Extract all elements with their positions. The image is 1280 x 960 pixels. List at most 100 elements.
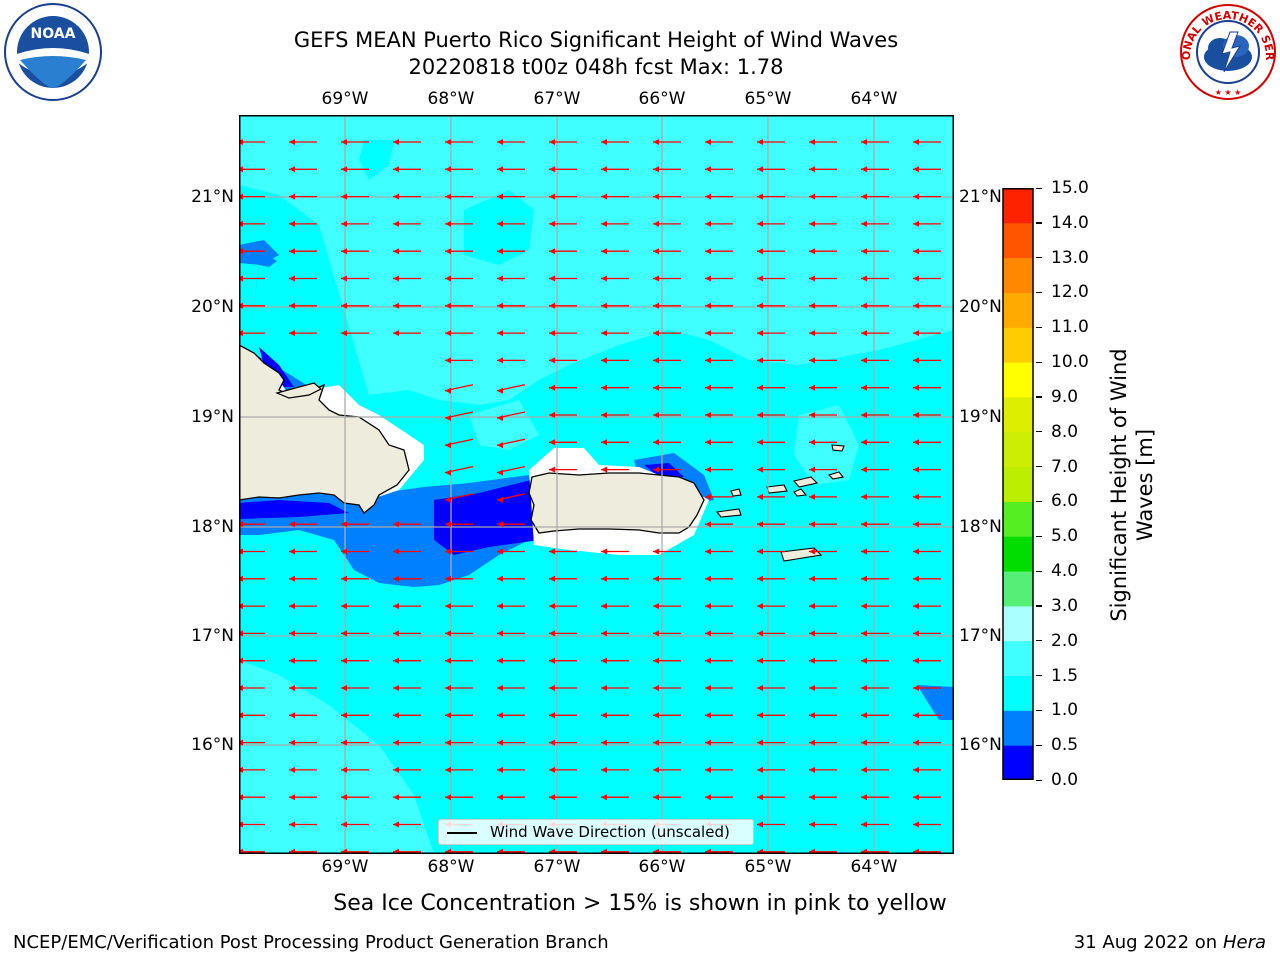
- nws-logo: NATIONAL WEATHER SERVICE ★ ★ ★: [1178, 2, 1276, 100]
- wave-direction-arrowhead: [393, 739, 399, 746]
- wave-direction-arrowhead: [601, 548, 607, 555]
- wave-direction-arrowhead: [705, 330, 711, 337]
- wave-direction-arrowhead: [393, 685, 399, 691]
- wave-direction-arrowhead: [497, 630, 503, 637]
- wave-direction-arrowhead: [445, 442, 451, 449]
- wave-direction-arrowhead: [757, 275, 763, 282]
- lat-label-right: 21°N: [959, 187, 1002, 207]
- lat-label-left: 17°N: [191, 626, 234, 646]
- wave-direction-arrowhead: [913, 193, 919, 200]
- wave-direction-arrowhead: [289, 275, 295, 282]
- wave-direction-arrowhead: [757, 302, 763, 309]
- wave-direction-arrowhead: [601, 412, 607, 418]
- wave-direction-arrowhead: [445, 220, 451, 227]
- wave-direction-arrowhead: [445, 469, 451, 476]
- wave-direction-arrowhead: [601, 739, 607, 746]
- colorbar-band: [1003, 536, 1033, 572]
- wave-direction-arrowhead: [757, 630, 763, 637]
- wave-direction-arrowhead: [913, 357, 919, 364]
- colorbar-band: [1003, 257, 1033, 293]
- wave-direction-arrowhead: [705, 630, 711, 637]
- wave-direction-arrowhead: [757, 766, 763, 773]
- wave-direction-arrowhead: [705, 193, 711, 200]
- colorbar-band: [1003, 675, 1033, 711]
- wave-direction-arrowhead: [393, 657, 399, 664]
- colorbar-tick-mark: [1036, 326, 1042, 328]
- wave-direction-arrowhead: [289, 739, 295, 746]
- wave-direction-arrowhead: [497, 496, 503, 503]
- wave-direction-arrowhead: [445, 739, 451, 746]
- wave-direction-arrowhead: [861, 439, 867, 446]
- wave-direction-arrowhead: [601, 439, 607, 446]
- wave-direction-arrowhead: [861, 193, 867, 200]
- wave-direction-arrowhead: [445, 548, 451, 555]
- wave-direction-arrowhead: [445, 712, 451, 719]
- wave-direction-arrowhead: [341, 548, 347, 555]
- wave-direction-arrowhead: [757, 330, 763, 337]
- wave-direction-arrowhead: [705, 685, 711, 691]
- wave-direction-arrowhead: [289, 821, 295, 828]
- wave-direction-arrowhead: [445, 415, 451, 421]
- wave-direction-arrowhead: [445, 766, 451, 773]
- wave-direction-arrowhead: [809, 575, 815, 582]
- colorbar-band: [1003, 188, 1033, 224]
- colorbar-tick-mark: [1036, 396, 1042, 398]
- wave-direction-arrowhead: [497, 166, 503, 173]
- wave-direction-arrowhead: [913, 412, 919, 418]
- lon-label-bottom: 69°W: [321, 857, 369, 877]
- wave-direction-arrowhead: [289, 794, 295, 801]
- wave-direction-arrowhead: [861, 794, 867, 801]
- wave-direction-arrowhead: [445, 575, 451, 582]
- wave-direction-arrowhead: [653, 766, 659, 773]
- wave-direction-arrowhead: [809, 739, 815, 746]
- wave-direction-arrowhead: [393, 220, 399, 227]
- wave-direction-arrowhead: [653, 466, 659, 473]
- wave-direction-arrowhead: [549, 712, 555, 719]
- wave-direction-arrowhead: [757, 466, 763, 473]
- wave-direction-arrowhead: [497, 415, 503, 421]
- wave-direction-arrowhead: [549, 575, 555, 582]
- wave-direction-arrowhead: [341, 193, 347, 200]
- wave-direction-arrowhead: [549, 384, 555, 391]
- wave-direction-arrowhead: [809, 521, 815, 528]
- wave-direction-arrowhead: [445, 330, 451, 337]
- wave-direction-arrowhead: [913, 493, 919, 500]
- wave-direction-arrowhead: [757, 603, 763, 610]
- wave-direction-arrowhead: [705, 712, 711, 719]
- lat-label-right: 20°N: [959, 297, 1002, 317]
- wave-direction-arrowhead: [809, 548, 815, 555]
- wave-direction-arrowhead: [913, 739, 919, 746]
- wave-direction-arrowhead: [549, 794, 555, 801]
- colorbar-band: [1003, 396, 1033, 433]
- wave-direction-arrowhead: [497, 193, 503, 200]
- wave-direction-arrowhead: [809, 412, 815, 418]
- colorbar-tick-label: 4.0: [1051, 561, 1079, 582]
- wave-direction-arrowhead: [705, 766, 711, 773]
- credit-date: 31 Aug 2022 on Hera: [1073, 932, 1266, 953]
- colorbar-tick-mark: [1036, 744, 1042, 746]
- wave-direction-arrowhead: [653, 166, 659, 173]
- wave-direction-arrowhead: [913, 603, 919, 610]
- wave-direction-arrowhead: [705, 248, 711, 255]
- lat-label-right: 17°N: [959, 626, 1002, 646]
- wave-direction-arrowhead: [393, 603, 399, 610]
- wave-direction-arrowhead: [809, 657, 815, 664]
- wave-direction-arrowhead: [289, 521, 295, 528]
- wave-direction-arrowhead: [289, 248, 295, 255]
- wave-direction-arrowhead: [861, 821, 867, 828]
- wave-direction-arrowhead: [341, 330, 347, 337]
- wave-direction-arrowhead: [861, 493, 867, 500]
- wave-direction-arrowhead: [861, 739, 867, 746]
- wave-direction-arrowhead: [705, 220, 711, 227]
- colorbar-tick-label: 6.0: [1051, 491, 1079, 512]
- wave-direction-arrowhead: [757, 521, 763, 528]
- wave-direction-arrowhead: [757, 220, 763, 227]
- wave-direction-arrowhead: [861, 548, 867, 555]
- wave-direction-arrowhead: [705, 794, 711, 801]
- wave-direction-arrowhead: [549, 685, 555, 691]
- wave-direction-arrowhead: [809, 493, 815, 500]
- colorbar-band: [1003, 362, 1033, 398]
- wave-direction-arrowhead: [549, 193, 555, 200]
- wave-direction-arrowhead: [705, 384, 711, 391]
- wave-direction-arrowhead: [601, 166, 607, 173]
